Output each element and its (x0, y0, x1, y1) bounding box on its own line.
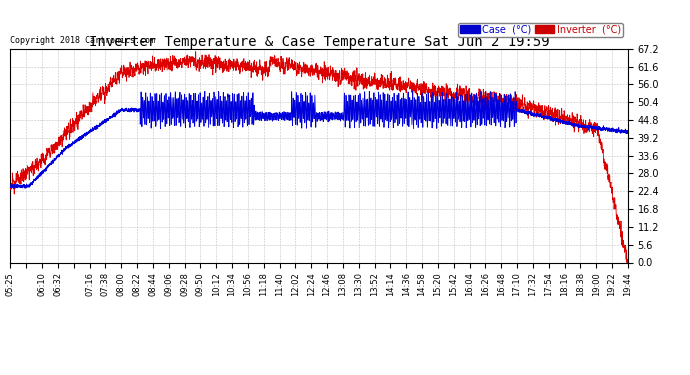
Text: Copyright 2018 Cartronics.com: Copyright 2018 Cartronics.com (10, 36, 155, 45)
Legend: Case  (°C), Inverter  (°C): Case (°C), Inverter (°C) (458, 22, 623, 36)
Title: Inverter Temperature & Case Temperature Sat Jun 2 19:59: Inverter Temperature & Case Temperature … (89, 35, 549, 49)
